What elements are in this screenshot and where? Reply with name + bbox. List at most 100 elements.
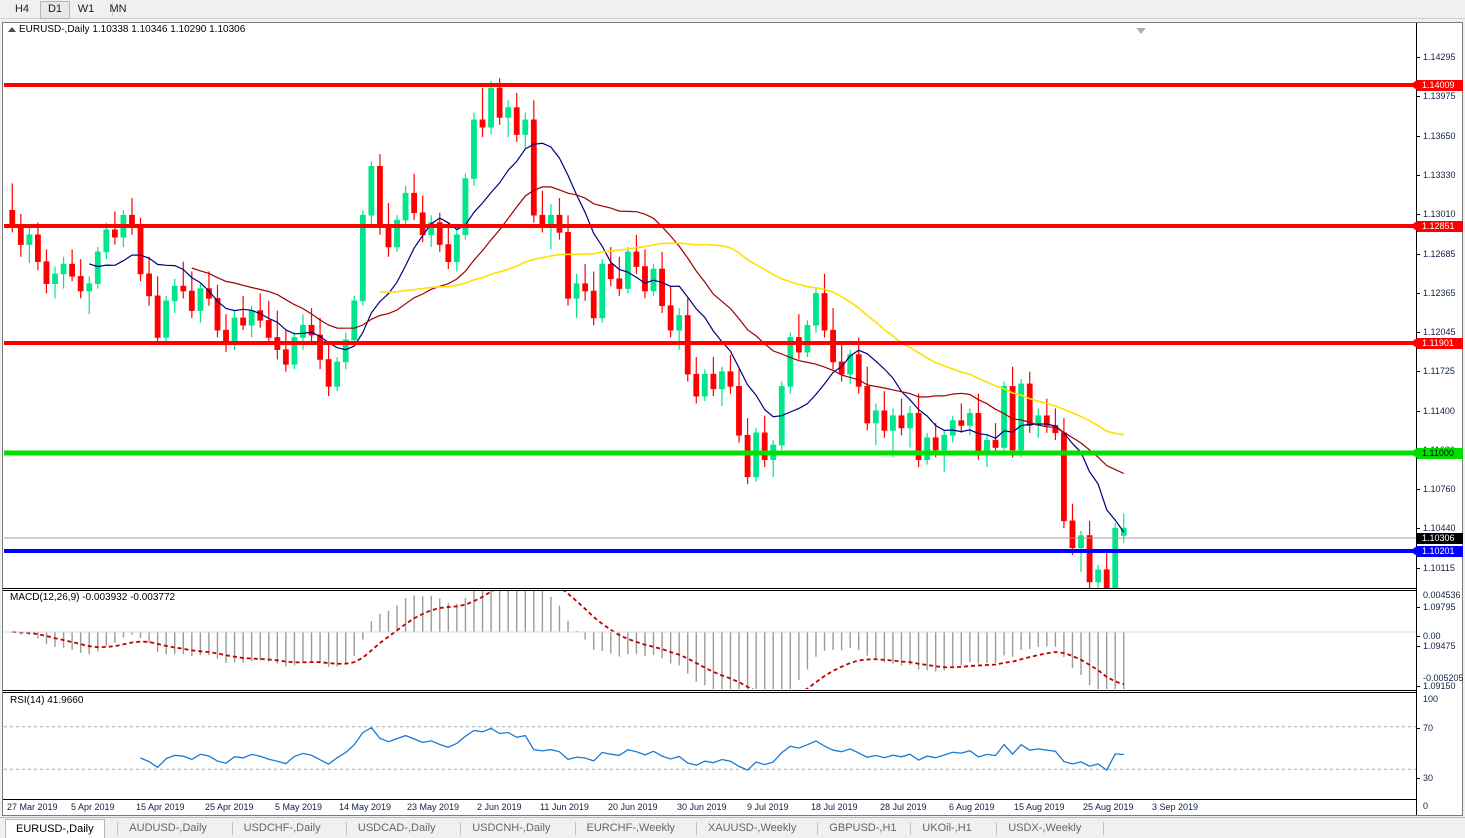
tab-separator <box>574 822 576 835</box>
candle-body <box>325 359 332 387</box>
price-tick-mark <box>1417 489 1420 490</box>
rsi-indicator-pane[interactable] <box>4 693 1416 798</box>
candle-body <box>556 214 563 233</box>
date-tick-label: 3 Sep 2019 <box>1152 802 1199 812</box>
indicator-tick-mark <box>1417 728 1420 729</box>
chart-tab-bar[interactable]: EURUSD-,Daily AUDUSD-,Daily USDCHF-,Daily U… <box>0 817 1465 838</box>
candle-body <box>624 251 631 289</box>
price-scale-axis[interactable]: 1.14295 1.13975 1.13650 1.13330 1.13010 1.126… <box>1410 23 1464 815</box>
date-tick-label: 11 Jun 2019 <box>540 802 589 812</box>
candle-body <box>881 410 888 431</box>
date-axis: 27 Mar 2019 5 Apr 2019 15 Apr 2019 25 Apr 2… <box>3 799 1416 815</box>
candle-body <box>240 317 247 326</box>
price-tick-mark <box>1417 568 1420 569</box>
date-tick-label: 27 Mar 2019 <box>7 802 58 812</box>
pane-divider-rsi-2 <box>3 692 1416 693</box>
macd-scale-top: 0.004536 <box>1423 590 1461 600</box>
date-tick-label: 9 Jul 2019 <box>747 802 789 812</box>
macd-scale-bottom: -0.005205 <box>1423 673 1464 683</box>
chart-tab-gbpusdh1[interactable]: GBPUSD-,H1 <box>829 822 897 834</box>
date-tick-label: 20 Jun 2019 <box>608 802 658 812</box>
price-tag-pointer-icon <box>1410 221 1417 231</box>
candle-body <box>359 214 366 302</box>
candle-body <box>616 278 623 289</box>
candle-body <box>103 229 110 253</box>
date-tick-label: 2 Jun 2019 <box>477 802 522 812</box>
price-tick-label: 1.14295 <box>1423 52 1456 62</box>
price-tick-label: 1.12685 <box>1423 249 1456 259</box>
candle-body <box>727 371 734 387</box>
price-tag-black: 1.10306 <box>1417 533 1463 544</box>
candle-body <box>180 285 187 292</box>
chart-tab-usdcaddaily[interactable]: USDCAD-,Daily <box>357 822 436 834</box>
timeframe-mn-button[interactable]: MN <box>109 3 127 15</box>
chart-tab-usdcnhdaily[interactable]: USDCNH-,Daily <box>472 822 551 834</box>
candle-body <box>86 283 93 292</box>
candle-body <box>1009 386 1016 451</box>
candle-body <box>573 283 580 299</box>
candle-body <box>607 263 614 280</box>
candle-body <box>462 178 469 236</box>
candle-body <box>146 273 152 297</box>
price-tick-mark <box>1417 411 1420 412</box>
candle-body <box>710 373 717 390</box>
candle-body <box>496 87 503 118</box>
candle-body <box>813 293 819 326</box>
candle-body <box>676 315 683 331</box>
chart-window: EURUSD-,Daily 1.10338 1.10346 1.10290 1.… <box>2 22 1464 816</box>
rsi-line <box>140 726 1124 772</box>
timeframe-d1-button[interactable]: D1 <box>40 1 70 19</box>
candle-body <box>368 166 375 216</box>
chart-tab-audusddaily[interactable]: AUDUSD-,Daily <box>129 822 207 834</box>
candle-body <box>60 263 67 275</box>
date-tick-label: 25 Aug 2019 <box>1083 802 1134 812</box>
price-tick-mark <box>1417 136 1420 137</box>
candle-body <box>539 214 546 226</box>
tab-separator <box>996 822 998 835</box>
candle-body <box>958 420 965 426</box>
chart-tab-eurusddaily[interactable]: EURUSD-,Daily <box>5 819 105 838</box>
candle-body <box>488 87 494 128</box>
chart-tab-usdxweekly[interactable]: USDX-,Weekly <box>1008 822 1082 834</box>
price-chart-pane[interactable] <box>4 37 1416 588</box>
candle-body <box>1078 535 1084 549</box>
price-tick-label: 1.13650 <box>1423 131 1456 141</box>
toolbar-separator <box>112 2 113 16</box>
candle-body <box>590 290 597 319</box>
candle-body <box>1018 383 1025 451</box>
price-tick-label: 1.12045 <box>1423 327 1456 337</box>
price-tick-label: 1.12365 <box>1423 288 1456 298</box>
candle-body <box>505 107 512 118</box>
timeframe-w1-button[interactable]: W1 <box>77 3 95 15</box>
candle-body <box>1043 415 1050 426</box>
date-tick-label: 6 Aug 2019 <box>949 802 995 812</box>
candle-body <box>924 437 931 461</box>
collapse-triangle-icon[interactable] <box>8 27 16 32</box>
candle-body <box>471 119 477 179</box>
candle-body <box>667 305 674 331</box>
price-tick-label: 1.10440 <box>1423 523 1456 533</box>
candle-body <box>1001 386 1007 448</box>
candle-body <box>642 266 648 292</box>
macd-indicator-pane[interactable] <box>4 591 1416 689</box>
date-tick-label: 30 Jun 2019 <box>677 802 727 812</box>
price-tag-blue: 1.10201 <box>1410 546 1463 557</box>
candle-body <box>69 263 76 277</box>
candle-body <box>248 310 255 326</box>
candle-body <box>419 212 426 236</box>
rsi-level-30: 30 <box>1423 773 1434 783</box>
candle-body <box>394 219 400 248</box>
candle-body <box>445 244 452 262</box>
ma-mid-line <box>191 186 1125 475</box>
chart-tab-xauusdweekly[interactable]: XAUUSD-,Weekly <box>707 822 797 834</box>
chart-tab-ukoilh1[interactable]: UKOil-,H1 <box>922 822 972 834</box>
chart-tab-eurchfweekly[interactable]: EURCHF-,Weekly <box>586 822 675 834</box>
candle-body <box>872 410 879 424</box>
chart-tab-usdchfdaily[interactable]: USDCHF-,Daily <box>243 822 321 834</box>
macd-histogram <box>20 591 1125 689</box>
date-tick-label: 5 Apr 2019 <box>71 802 115 812</box>
date-tick-label: 25 Apr 2019 <box>205 802 254 812</box>
timeframe-toolbar: H4 D1 W1 MN <box>0 0 1465 19</box>
candle-body <box>701 373 708 397</box>
timeframe-h4-button[interactable]: H4 <box>14 3 30 15</box>
